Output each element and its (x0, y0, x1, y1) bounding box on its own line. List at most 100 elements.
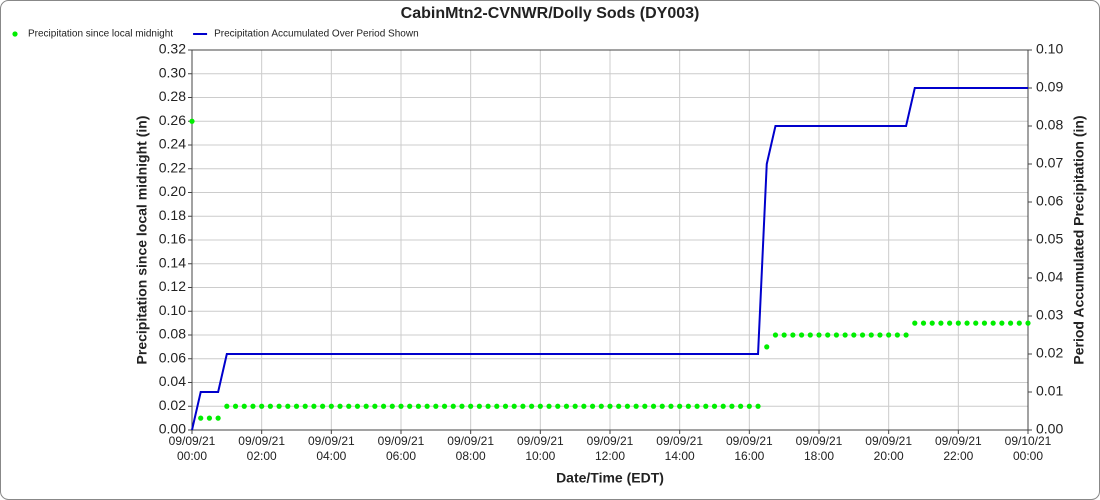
data-point (746, 403, 752, 409)
data-point (224, 403, 230, 409)
x-tick-label: 09/09/21 10:00 (517, 434, 564, 463)
legend-label: Precipitation Accumulated Over Period Sh… (214, 29, 419, 40)
data-point (894, 332, 900, 338)
y2-tick-label: 0.08 (1036, 117, 1063, 133)
data-point (772, 332, 779, 338)
y-tick-label: 0.22 (159, 159, 186, 175)
data-point (598, 403, 604, 409)
data-point (581, 403, 587, 409)
x-tick-label: 09/09/21 14:00 (656, 434, 703, 463)
data-point (903, 332, 909, 338)
data-point (267, 403, 273, 409)
x-tick-label: 09/10/21 00:00 (1005, 434, 1052, 463)
data-point (790, 332, 796, 338)
data-point (859, 332, 866, 338)
x-tick-label: 09/09/21 20:00 (865, 434, 912, 463)
data-point (389, 403, 395, 409)
y2-tick-label: 0.03 (1036, 307, 1063, 323)
x-axis-title: Date/Time (EDT) (556, 470, 664, 486)
data-point (842, 332, 848, 338)
y2-tick-label: 0.04 (1036, 269, 1063, 285)
data-point (398, 403, 404, 409)
data-point (537, 403, 543, 409)
data-point (703, 403, 709, 409)
data-point (711, 403, 718, 409)
data-point (459, 403, 465, 409)
y2-tick-label: 0.02 (1036, 345, 1063, 361)
data-point (825, 332, 831, 338)
data-point (694, 403, 700, 409)
data-point (520, 403, 526, 409)
y-tick-label: 0.24 (159, 136, 186, 152)
y-tick-label: 0.10 (159, 302, 186, 318)
data-point (441, 403, 448, 409)
y-tick-label: 0.02 (159, 397, 186, 413)
data-point (511, 403, 517, 409)
data-point (302, 403, 308, 409)
data-point (668, 403, 674, 409)
data-point (781, 332, 787, 338)
x-tick-label: 09/09/21 00:00 (169, 434, 216, 463)
data-point (372, 403, 378, 409)
data-point (215, 415, 221, 421)
data-point (250, 403, 256, 409)
data-point (285, 403, 291, 409)
data-point (320, 403, 326, 409)
data-point (764, 344, 770, 350)
data-point (494, 403, 500, 409)
y2-tick-label: 0.10 (1036, 41, 1063, 57)
data-point (241, 403, 247, 409)
plot-border (191, 49, 1029, 431)
data-point (851, 332, 857, 338)
data-point (563, 403, 570, 409)
y-tick-label: 0.16 (159, 231, 186, 247)
data-point (485, 403, 491, 409)
data-point (938, 320, 944, 326)
x-tick-label: 09/09/21 16:00 (726, 434, 773, 463)
data-point (807, 332, 813, 338)
data-point (685, 403, 691, 409)
x-tick-label: 09/09/21 02:00 (238, 434, 285, 463)
y2-tick-label: 0.01 (1036, 383, 1063, 399)
y2-axis-title: Period Accumulated Precipitation (in) (1071, 115, 1087, 364)
data-point (293, 403, 300, 409)
data-point (328, 403, 334, 409)
chart-title: CabinMtn2-CVNWR/Dolly Sods (DY003) (401, 5, 700, 22)
data-point (912, 320, 918, 326)
y2-tick-label: 0.09 (1036, 79, 1063, 95)
data-point (363, 403, 369, 409)
data-point (877, 332, 883, 338)
data-point (1016, 320, 1022, 326)
data-point (868, 332, 874, 338)
data-point (677, 403, 683, 409)
y-tick-label: 0.26 (159, 112, 186, 128)
y-tick-label: 0.18 (159, 207, 186, 223)
data-point (433, 403, 439, 409)
data-point (833, 332, 840, 338)
y-tick-label: 0.08 (159, 326, 186, 342)
y2-tick-label: 0.06 (1036, 193, 1063, 209)
y2-tick-label: 0.05 (1036, 231, 1063, 247)
data-point (232, 403, 239, 409)
data-point (259, 403, 265, 409)
data-point (798, 332, 805, 338)
data-point (755, 403, 761, 409)
data-point (276, 403, 282, 409)
data-point (642, 403, 648, 409)
y-tick-label: 0.32 (159, 41, 186, 57)
legend-swatch (12, 31, 18, 37)
data-point (529, 403, 535, 409)
legend-label: Precipitation since local midnight (28, 29, 173, 40)
x-tick-label: 09/09/21 06:00 (378, 434, 425, 463)
data-point (607, 403, 613, 409)
data-point (354, 403, 361, 409)
data-point (1025, 320, 1031, 326)
y-axis-title: Precipitation since local midnight (in) (134, 116, 150, 365)
data-point (981, 320, 988, 326)
data-point (198, 415, 204, 421)
data-point (555, 403, 561, 409)
data-point (502, 403, 509, 409)
data-point (589, 403, 596, 409)
y2-tick-label: 0.00 (1036, 421, 1063, 437)
data-line (191, 87, 1028, 431)
